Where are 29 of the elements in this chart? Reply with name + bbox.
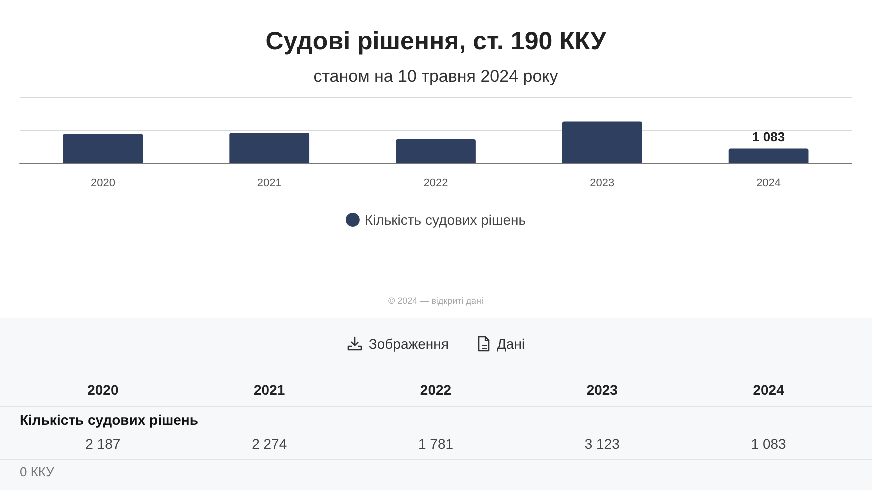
data-label: 1 781 [418,436,454,452]
bar [728,148,809,163]
chart-subtitle: станом на 10 травня 2024 року [314,67,559,86]
text: Дані [496,336,526,352]
x-tick-label: 2021 [254,382,286,398]
text: Зображення [368,336,449,352]
chart-title: Судові рішення, ст. 190 ККУ [266,28,607,56]
category-label: 2024 [756,178,782,190]
legend-label: Кількість судових рішень [364,212,526,228]
data-label: 1 083 [751,436,786,452]
category-label: 2021 [257,178,282,190]
bar [63,134,144,163]
category-label: 2023 [590,178,615,190]
bar [230,132,310,163]
text: © 2024 — відкриті дані [388,296,484,306]
bar [562,122,642,163]
annotation: 1 083 [752,130,786,145]
text: 0 ККУ [20,464,54,480]
x-tick-label: 2024 [753,382,784,398]
category-label: 2022 [424,178,448,190]
text: Кількість судових рішень [20,412,198,428]
x-tick-label: 2022 [420,382,452,398]
x-tick-label: 2020 [88,382,119,398]
data-label: 2 187 [86,436,121,452]
category-label: 2020 [90,178,116,190]
data-label: 2 274 [252,436,288,452]
data-label: 3 123 [584,436,620,452]
bar [396,139,476,163]
x-tick-label: 2023 [586,382,618,398]
